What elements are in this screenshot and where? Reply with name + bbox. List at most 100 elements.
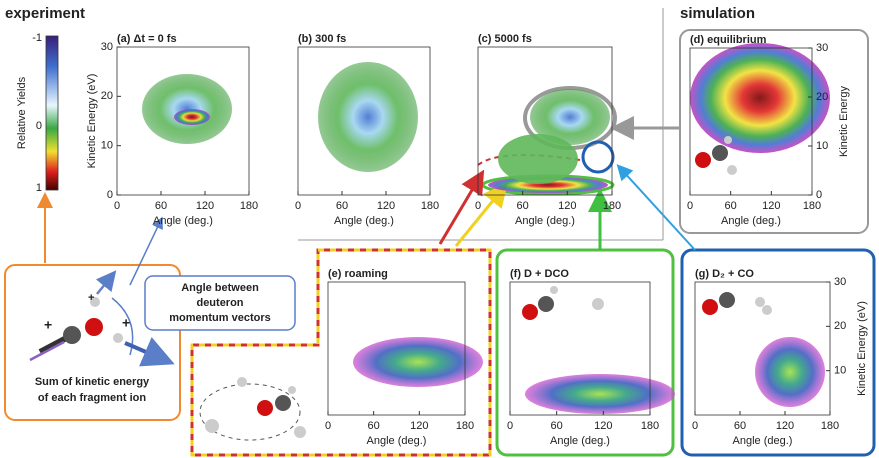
- plot-frame: [694, 281, 831, 416]
- x-axis-label: Angle (deg.): [733, 435, 793, 447]
- atom: [550, 286, 558, 294]
- x-tick-label: 60: [517, 200, 529, 212]
- x-tick-label: 0: [475, 200, 481, 212]
- atom: [294, 426, 306, 438]
- x-tick-label: 60: [336, 200, 348, 212]
- heatmap: [174, 109, 210, 125]
- heatmap: [690, 43, 830, 153]
- y-tick-label: 20: [834, 320, 846, 332]
- x-tick-label: 180: [421, 200, 439, 212]
- angle-arc: [111, 297, 134, 356]
- x-tick-label: 120: [558, 200, 576, 212]
- note: momentum vectors: [169, 312, 270, 324]
- note: Sum of kinetic energy: [35, 376, 150, 388]
- arrow: [454, 182, 508, 247]
- panel-title: (d) equilibrium: [690, 34, 767, 46]
- x-axis-label: Angle (deg.): [334, 215, 394, 227]
- atom: [702, 299, 718, 315]
- x-axis-label: Angle (deg.): [153, 215, 213, 227]
- note-box: [144, 275, 296, 331]
- highlight: [581, 140, 615, 174]
- section-title: simulation: [680, 5, 755, 22]
- heatmap: [353, 337, 483, 387]
- arrow: [129, 216, 163, 286]
- x-tick-label: 0: [687, 200, 693, 212]
- arrow: [95, 270, 117, 295]
- panel-title: (e) roaming: [328, 268, 388, 280]
- arrow: [124, 336, 175, 367]
- y-tick-label: 0: [816, 189, 822, 201]
- section-title: experiment: [5, 5, 85, 22]
- x-axis-label: Angle (deg.): [550, 435, 610, 447]
- panel-title: (b) 300 fs: [298, 33, 346, 45]
- y-axis-label: Kinetic Energy (eV): [856, 301, 868, 396]
- x-tick-label: 0: [507, 420, 513, 432]
- x-tick-label: 0: [114, 200, 120, 212]
- colorbar-tick: 0: [36, 120, 42, 132]
- atom: [90, 297, 100, 307]
- panel-title: (c) 5000 fs: [478, 33, 532, 45]
- note: deuteron: [196, 297, 243, 309]
- atom: [592, 298, 604, 310]
- arrow: [616, 164, 696, 251]
- x-tick-label: 0: [692, 420, 698, 432]
- x-tick-label: 180: [641, 420, 659, 432]
- plot-frame: [297, 46, 431, 196]
- atom: [85, 318, 103, 336]
- panel-title: (f) D + DCO: [510, 268, 569, 280]
- x-tick-label: 180: [603, 200, 621, 212]
- note: Angle between: [181, 282, 259, 294]
- colorbar-tick: 1: [36, 182, 42, 194]
- note: of each fragment ion: [38, 392, 146, 404]
- atom: [762, 305, 772, 315]
- x-tick-label: 60: [368, 420, 380, 432]
- x-tick-label: 60: [734, 420, 746, 432]
- frame: [190, 248, 492, 457]
- arrow: [29, 340, 65, 362]
- heatmap: [488, 177, 608, 193]
- atom: [275, 395, 291, 411]
- schematic-frame: [4, 264, 181, 421]
- heatmap: [142, 74, 232, 144]
- heatmap: [498, 134, 578, 184]
- y-tick-label: 10: [834, 365, 846, 377]
- atom: [695, 152, 711, 168]
- x-tick-label: 60: [551, 420, 563, 432]
- heatmap: [530, 89, 610, 145]
- atom: [205, 419, 219, 433]
- arrow: [438, 169, 485, 245]
- atom: [724, 136, 732, 144]
- y-tick-label: 30: [101, 41, 113, 53]
- x-axis-label: Angle (deg.): [367, 435, 427, 447]
- y-tick-label: 0: [107, 189, 113, 201]
- atom: [727, 165, 737, 175]
- y-tick-label: 20: [101, 90, 113, 102]
- heatmap: [525, 374, 675, 414]
- plot-frame: [689, 47, 813, 196]
- x-tick-label: 120: [196, 200, 214, 212]
- x-tick-label: 120: [594, 420, 612, 432]
- x-tick-label: 60: [155, 200, 167, 212]
- atom: [719, 292, 735, 308]
- x-tick-label: 120: [762, 200, 780, 212]
- charge: +: [88, 292, 94, 304]
- y-tick-label: 30: [834, 276, 846, 288]
- x-axis-label: Angle (deg.): [515, 215, 575, 227]
- y-tick-label: 20: [816, 91, 828, 103]
- colorbar: [45, 35, 59, 191]
- atom: [538, 296, 554, 312]
- frame: [495, 248, 675, 457]
- x-tick-label: 120: [410, 420, 428, 432]
- y-tick-label: 30: [816, 42, 828, 54]
- x-tick-label: 180: [821, 420, 839, 432]
- heatmap: [755, 337, 825, 407]
- atom: [712, 145, 728, 161]
- panel-title: (a) Δt = 0 fs: [117, 33, 177, 45]
- frame: [680, 248, 876, 457]
- plot-frame: [116, 46, 250, 196]
- atom: [257, 400, 273, 416]
- x-tick-label: 180: [240, 200, 258, 212]
- charge: +: [122, 315, 130, 331]
- plot-frame: [477, 46, 613, 196]
